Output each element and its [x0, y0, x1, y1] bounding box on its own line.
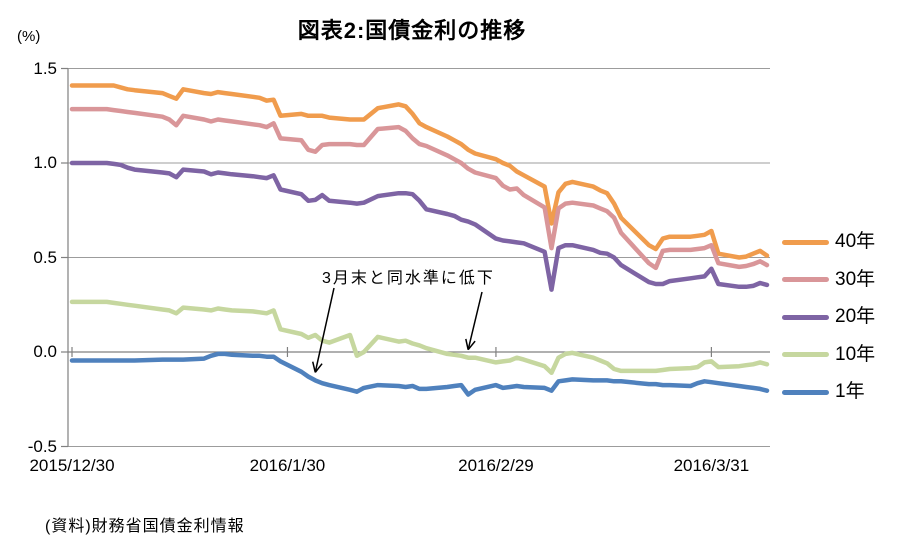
y-tick-label: 1.5: [33, 58, 57, 78]
legend-label: 10年: [835, 343, 876, 365]
legend-item-10年: 10年: [782, 343, 875, 367]
legend-swatch-icon: [782, 389, 829, 395]
y-tick-label: 0.5: [33, 247, 57, 267]
legend-label: 1年: [835, 381, 865, 402]
annotation-arrowhead: [314, 363, 323, 373]
annotation-arrow: [467, 291, 483, 350]
series-line-1年: [69, 351, 770, 397]
legend-label: 40年: [835, 231, 876, 252]
legend-swatch-icon: [782, 239, 829, 245]
legend-item-30年: 30年: [782, 268, 875, 292]
legend-item-1年: 1年: [782, 380, 875, 404]
chart-legend: 40年 30年 20年 10年 1年: [782, 230, 875, 404]
annotation-arrowhead: [465, 338, 469, 350]
legend-item-40年: 40年: [782, 230, 875, 254]
chart-title: 図表2:国債金利の推移: [297, 18, 527, 43]
series-line-30年: [69, 106, 770, 271]
legend-label: 20年: [835, 306, 876, 327]
y-tick-label: -0.5: [27, 436, 57, 456]
annotation-arrowhead: [311, 361, 316, 373]
x-tick-label: 2016/1/30: [249, 456, 326, 475]
series-line-10年: [69, 299, 770, 376]
x-tick-label: 2016/3/31: [673, 456, 750, 475]
legend-swatch-icon: [782, 352, 829, 357]
x-tick-label: 2015/12/30: [29, 456, 115, 475]
legend-swatch-icon: [782, 314, 829, 320]
y-tick-label: 0.0: [33, 342, 57, 361]
y-axis-unit-label: (%): [17, 28, 41, 45]
x-tick-label: 2016/2/29: [458, 456, 534, 475]
series-line-40年: [69, 83, 770, 260]
annotation-arrowhead: [467, 340, 476, 351]
annotation-arrow: [314, 287, 335, 373]
series-line-20年: [69, 160, 770, 292]
legend-item-20年: 20年: [782, 305, 875, 329]
source-note: (資料)財務省国債金利情報: [45, 518, 245, 535]
y-tick-label: 1.0: [33, 153, 57, 172]
legend-label: 30年: [835, 268, 876, 290]
legend-swatch-icon: [782, 277, 829, 282]
annotation-text: 3月末と同水準に低下: [322, 270, 495, 287]
